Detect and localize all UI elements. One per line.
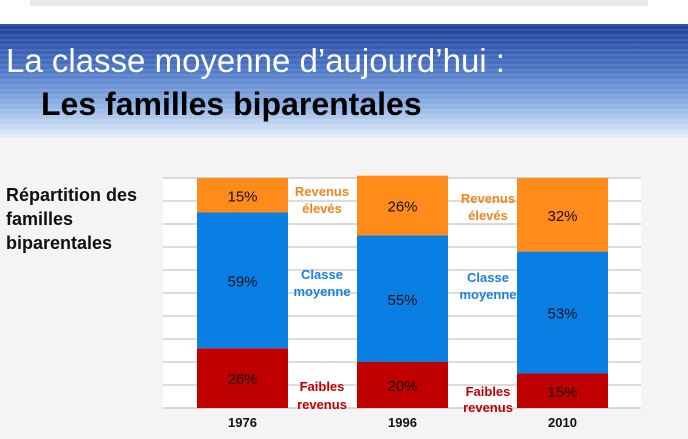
- slide-title: La classe moyenne d’aujourd’hui :: [6, 42, 505, 79]
- legend-annotation: élevés: [302, 201, 342, 216]
- legend-annotation: Classe: [467, 270, 509, 285]
- data-label: 59%: [227, 273, 257, 290]
- x-tick-label: 2010: [548, 415, 577, 430]
- data-label: 55%: [387, 292, 417, 309]
- top-strip: [0, 0, 688, 24]
- bar-segment: [517, 251, 608, 374]
- x-tick-label: 1996: [388, 415, 417, 430]
- bar-segment: [517, 373, 608, 408]
- data-label: 32%: [547, 208, 577, 225]
- legend-annotation: Faibles: [466, 384, 511, 399]
- legend-annotation: Faibles: [300, 379, 345, 394]
- data-label: 53%: [547, 306, 577, 323]
- data-label: 20%: [387, 378, 417, 395]
- legend-annotation: Revenus: [461, 191, 515, 206]
- bar-segment: [197, 178, 288, 213]
- legend-annotation: élevés: [468, 208, 508, 223]
- bar-segment: [197, 348, 288, 408]
- data-label: 15%: [547, 384, 577, 401]
- bar-segment: [357, 175, 448, 236]
- legend-annotation: revenus: [463, 400, 513, 415]
- bar-segment: [357, 235, 448, 362]
- legend-annotation: Classe: [301, 267, 343, 282]
- bar-segment: [197, 212, 288, 349]
- x-tick-label: 1976: [228, 415, 257, 430]
- bar-segment: [357, 362, 448, 408]
- legend-annotation: Revenus: [295, 184, 349, 199]
- slide-subtitle: Les familles biparentales: [41, 86, 422, 122]
- title-banner: [0, 24, 688, 138]
- legend-annotation: moyenne: [459, 287, 516, 302]
- legend-annotation: moyenne: [293, 284, 350, 299]
- data-label: 15%: [227, 188, 257, 205]
- legend-annotation: revenus: [297, 397, 347, 412]
- bar-segment: [517, 178, 608, 252]
- chart-side-label: Répartition des familles biparentales: [6, 185, 138, 253]
- data-label: 26%: [387, 199, 417, 216]
- data-label: 26%: [227, 371, 257, 388]
